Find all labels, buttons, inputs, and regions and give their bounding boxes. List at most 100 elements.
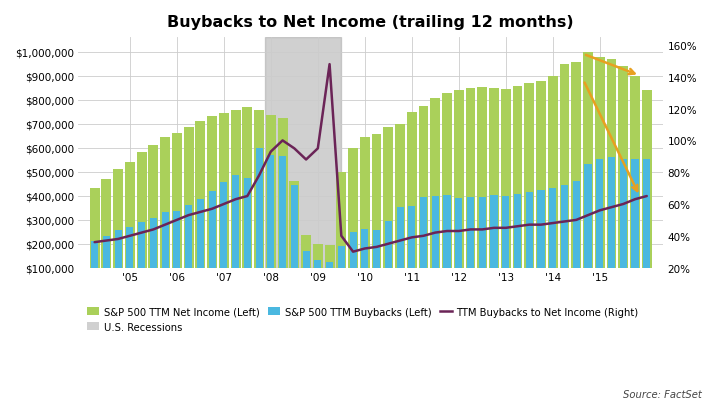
- Bar: [372, 135, 382, 292]
- Bar: [209, 191, 216, 292]
- Bar: [278, 118, 288, 292]
- Bar: [326, 262, 333, 292]
- Bar: [489, 89, 499, 292]
- Bar: [313, 244, 323, 292]
- Bar: [231, 110, 241, 292]
- Bar: [560, 65, 570, 292]
- Bar: [444, 196, 451, 292]
- Bar: [514, 194, 521, 292]
- Bar: [256, 148, 263, 292]
- Bar: [585, 164, 592, 292]
- Bar: [383, 128, 393, 292]
- Bar: [115, 231, 122, 292]
- Bar: [442, 93, 452, 292]
- Bar: [254, 111, 264, 292]
- Bar: [184, 128, 194, 292]
- Bar: [232, 176, 239, 292]
- Bar: [525, 192, 533, 292]
- Bar: [595, 58, 604, 292]
- Bar: [337, 246, 345, 292]
- Bar: [185, 206, 192, 292]
- Bar: [467, 197, 474, 292]
- Bar: [466, 89, 476, 292]
- Bar: [162, 213, 169, 292]
- Bar: [279, 156, 286, 292]
- Bar: [242, 108, 252, 292]
- Bar: [571, 63, 581, 292]
- Bar: [207, 117, 217, 292]
- Bar: [172, 134, 182, 292]
- Bar: [373, 230, 380, 292]
- Bar: [173, 212, 180, 292]
- Bar: [348, 148, 358, 292]
- Bar: [548, 77, 557, 292]
- Bar: [420, 198, 427, 292]
- Bar: [561, 186, 568, 292]
- Bar: [536, 81, 546, 292]
- Bar: [137, 153, 147, 292]
- Bar: [197, 200, 204, 292]
- Bar: [477, 88, 487, 292]
- Bar: [524, 84, 534, 292]
- Bar: [314, 261, 321, 292]
- Bar: [549, 188, 556, 292]
- Text: Source: FactSet: Source: FactSet: [622, 389, 701, 399]
- Bar: [350, 233, 357, 292]
- Bar: [220, 183, 227, 292]
- Bar: [454, 91, 464, 292]
- Bar: [502, 196, 509, 292]
- Bar: [195, 122, 205, 292]
- Bar: [538, 191, 545, 292]
- Bar: [91, 241, 98, 292]
- Bar: [360, 138, 370, 292]
- Bar: [361, 229, 368, 292]
- Bar: [408, 206, 415, 292]
- Bar: [244, 178, 251, 292]
- Bar: [632, 160, 639, 292]
- Bar: [150, 219, 157, 292]
- Bar: [583, 53, 593, 292]
- Bar: [407, 113, 417, 292]
- Bar: [455, 199, 462, 292]
- Bar: [608, 157, 615, 292]
- Bar: [325, 245, 335, 292]
- Bar: [266, 116, 276, 292]
- Bar: [618, 67, 628, 292]
- Bar: [491, 196, 498, 292]
- Bar: [513, 86, 523, 292]
- Bar: [419, 106, 429, 292]
- Bar: [607, 60, 617, 292]
- Bar: [630, 77, 640, 292]
- Bar: [501, 90, 511, 292]
- Bar: [148, 146, 158, 292]
- Bar: [430, 99, 440, 292]
- Bar: [265, 38, 341, 268]
- Bar: [301, 235, 311, 292]
- Legend: S&P 500 TTM Net Income (Left), U.S. Recessions, S&P 500 TTM Buybacks (Left), TTM: S&P 500 TTM Net Income (Left), U.S. Rece…: [83, 303, 643, 336]
- Bar: [160, 138, 170, 292]
- Bar: [113, 170, 123, 292]
- Bar: [395, 125, 405, 292]
- Bar: [138, 223, 145, 292]
- Bar: [303, 251, 310, 292]
- Bar: [431, 196, 439, 292]
- Bar: [90, 189, 100, 292]
- Bar: [219, 113, 229, 292]
- Bar: [397, 208, 404, 292]
- Bar: [478, 197, 486, 292]
- Bar: [596, 160, 603, 292]
- Bar: [101, 179, 111, 292]
- Bar: [289, 182, 299, 292]
- Bar: [125, 162, 135, 292]
- Bar: [336, 172, 346, 292]
- Bar: [384, 222, 392, 292]
- Bar: [619, 160, 627, 292]
- Bar: [642, 91, 651, 292]
- Bar: [126, 227, 133, 292]
- Bar: [572, 181, 580, 292]
- Bar: [267, 155, 274, 292]
- Bar: [103, 237, 110, 292]
- Title: Buybacks to Net Income (trailing 12 months): Buybacks to Net Income (trailing 12 mont…: [167, 15, 574, 30]
- Bar: [290, 185, 298, 292]
- Bar: [643, 160, 650, 292]
